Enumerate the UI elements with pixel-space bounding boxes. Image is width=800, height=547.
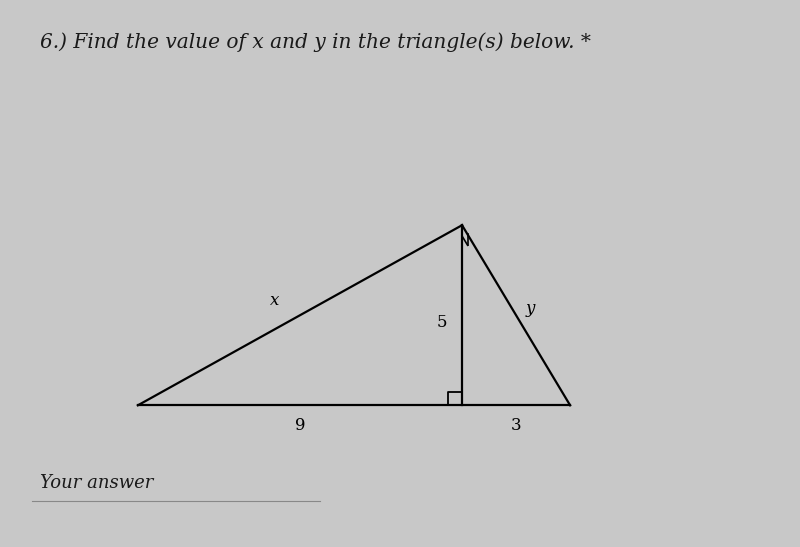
- Text: 3: 3: [510, 417, 522, 434]
- Text: 9: 9: [294, 417, 306, 434]
- Text: Your answer: Your answer: [40, 474, 154, 492]
- Text: 6.) Find the value of x and y in the triangle(s) below. *: 6.) Find the value of x and y in the tri…: [40, 33, 591, 53]
- Text: y: y: [526, 300, 535, 317]
- Text: x: x: [270, 292, 279, 310]
- Text: 5: 5: [437, 314, 447, 331]
